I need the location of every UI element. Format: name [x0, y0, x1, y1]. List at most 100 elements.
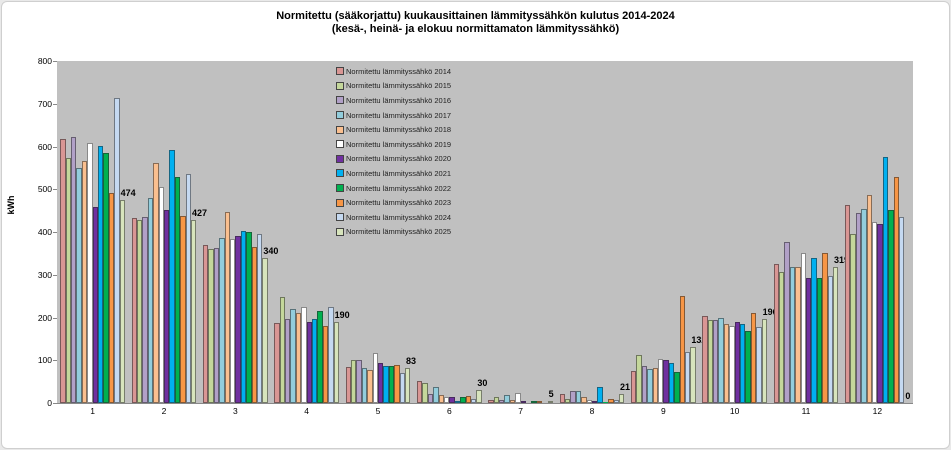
bar — [351, 360, 357, 403]
bar — [713, 319, 719, 403]
chart-title: Normitettu (sääkorjattu) kuukausittainen… — [0, 10, 951, 36]
bar — [674, 371, 680, 403]
bar — [279, 296, 286, 403]
bar — [657, 358, 664, 403]
bar — [882, 157, 889, 403]
bar — [301, 306, 307, 403]
bar — [745, 331, 751, 403]
bar — [866, 194, 872, 403]
bar — [663, 360, 669, 403]
bar — [877, 223, 883, 403]
bar — [734, 321, 741, 403]
y-tick-mark — [53, 61, 57, 62]
bar — [180, 216, 186, 403]
x-tick-label: 2 — [161, 406, 167, 416]
bar — [806, 278, 812, 403]
bar — [531, 401, 537, 403]
plot-area: 474 427 340 190 83 30 5 21 132 196 319 0 — [57, 61, 913, 403]
bar — [898, 217, 905, 403]
x-tick-label: 9 — [660, 406, 666, 416]
legend-label: Normitettu lämmityssähkö 2019 — [346, 139, 452, 149]
legend-item: Normitettu lämmityssähkö 2025 — [336, 225, 496, 240]
bar — [399, 373, 405, 403]
bar — [142, 217, 148, 403]
legend-item: Normitettu lämmityssähkö 2020 — [336, 152, 496, 167]
bar — [520, 401, 527, 403]
bar — [169, 149, 175, 403]
bar — [844, 205, 851, 403]
bar — [274, 323, 280, 403]
legend-item: Normitettu lämmityssähkö 2022 — [336, 181, 496, 196]
bar — [333, 321, 340, 403]
bar — [295, 312, 302, 403]
data-label: 5 — [548, 388, 554, 399]
bar — [164, 210, 170, 403]
x-tick-label: 11 — [801, 406, 811, 416]
bar — [470, 399, 477, 403]
bar — [647, 368, 653, 403]
y-tick-mark — [53, 103, 57, 105]
y-tick-label: 100 — [37, 355, 52, 366]
bar — [536, 400, 543, 403]
bar — [581, 397, 587, 403]
legend-label: Normitettu lämmityssähkö 2020 — [346, 154, 452, 164]
bar — [322, 326, 329, 403]
legend-swatch-icon — [336, 125, 344, 134]
bar — [202, 244, 209, 403]
bar — [619, 394, 625, 403]
legend-swatch-icon — [336, 213, 344, 222]
bar — [608, 399, 614, 403]
x-tick-label: 12 — [872, 406, 883, 416]
bar — [779, 272, 785, 403]
bar — [153, 163, 159, 403]
bar — [602, 402, 609, 403]
y-tick-mark — [53, 360, 57, 362]
bar — [795, 267, 801, 403]
y-tick-label: 0 — [47, 398, 52, 408]
y-tick-mark — [53, 146, 57, 148]
bar — [383, 365, 389, 403]
x-tick-label: 4 — [304, 406, 310, 416]
y-tick-mark — [53, 317, 57, 319]
bar — [740, 323, 746, 403]
bar — [630, 370, 637, 403]
bar — [465, 396, 471, 403]
legend-item: Normitettu lämmityssähkö 2019 — [336, 137, 496, 152]
bar — [345, 367, 351, 403]
legend-item: Normitettu lämmityssähkö 2024 — [336, 210, 496, 225]
bar — [76, 167, 82, 403]
bar — [684, 352, 691, 403]
data-label: 196 — [762, 307, 778, 318]
y-tick-label: 800 — [37, 56, 52, 66]
bar — [378, 362, 384, 403]
bar — [833, 266, 839, 403]
y-tick-label: 500 — [37, 184, 52, 195]
bar — [60, 139, 66, 403]
legend-item: Normitettu lämmityssähkö 2017 — [336, 108, 496, 123]
data-label: 319 — [834, 254, 850, 265]
bar — [565, 399, 571, 403]
bar — [871, 222, 878, 403]
bar — [586, 399, 592, 403]
legend-swatch-icon — [336, 111, 344, 120]
data-label: 340 — [263, 245, 279, 256]
bar — [575, 391, 582, 403]
bar — [235, 235, 241, 403]
bar — [185, 173, 191, 403]
bar — [246, 232, 252, 403]
bar — [224, 211, 230, 403]
bar — [427, 394, 434, 403]
bar — [361, 367, 368, 403]
bar — [636, 355, 642, 403]
bar — [597, 386, 603, 403]
bar — [405, 367, 411, 403]
legend-item: Normitettu lämmityssähkö 2015 — [336, 79, 496, 94]
bar — [454, 400, 461, 403]
bar — [174, 176, 181, 403]
legend-label: Normitettu lämmityssähkö 2015 — [346, 81, 452, 91]
data-label: 30 — [477, 378, 488, 389]
bar — [592, 400, 598, 403]
bar — [213, 248, 220, 403]
bar — [515, 392, 521, 403]
bar — [750, 312, 757, 403]
